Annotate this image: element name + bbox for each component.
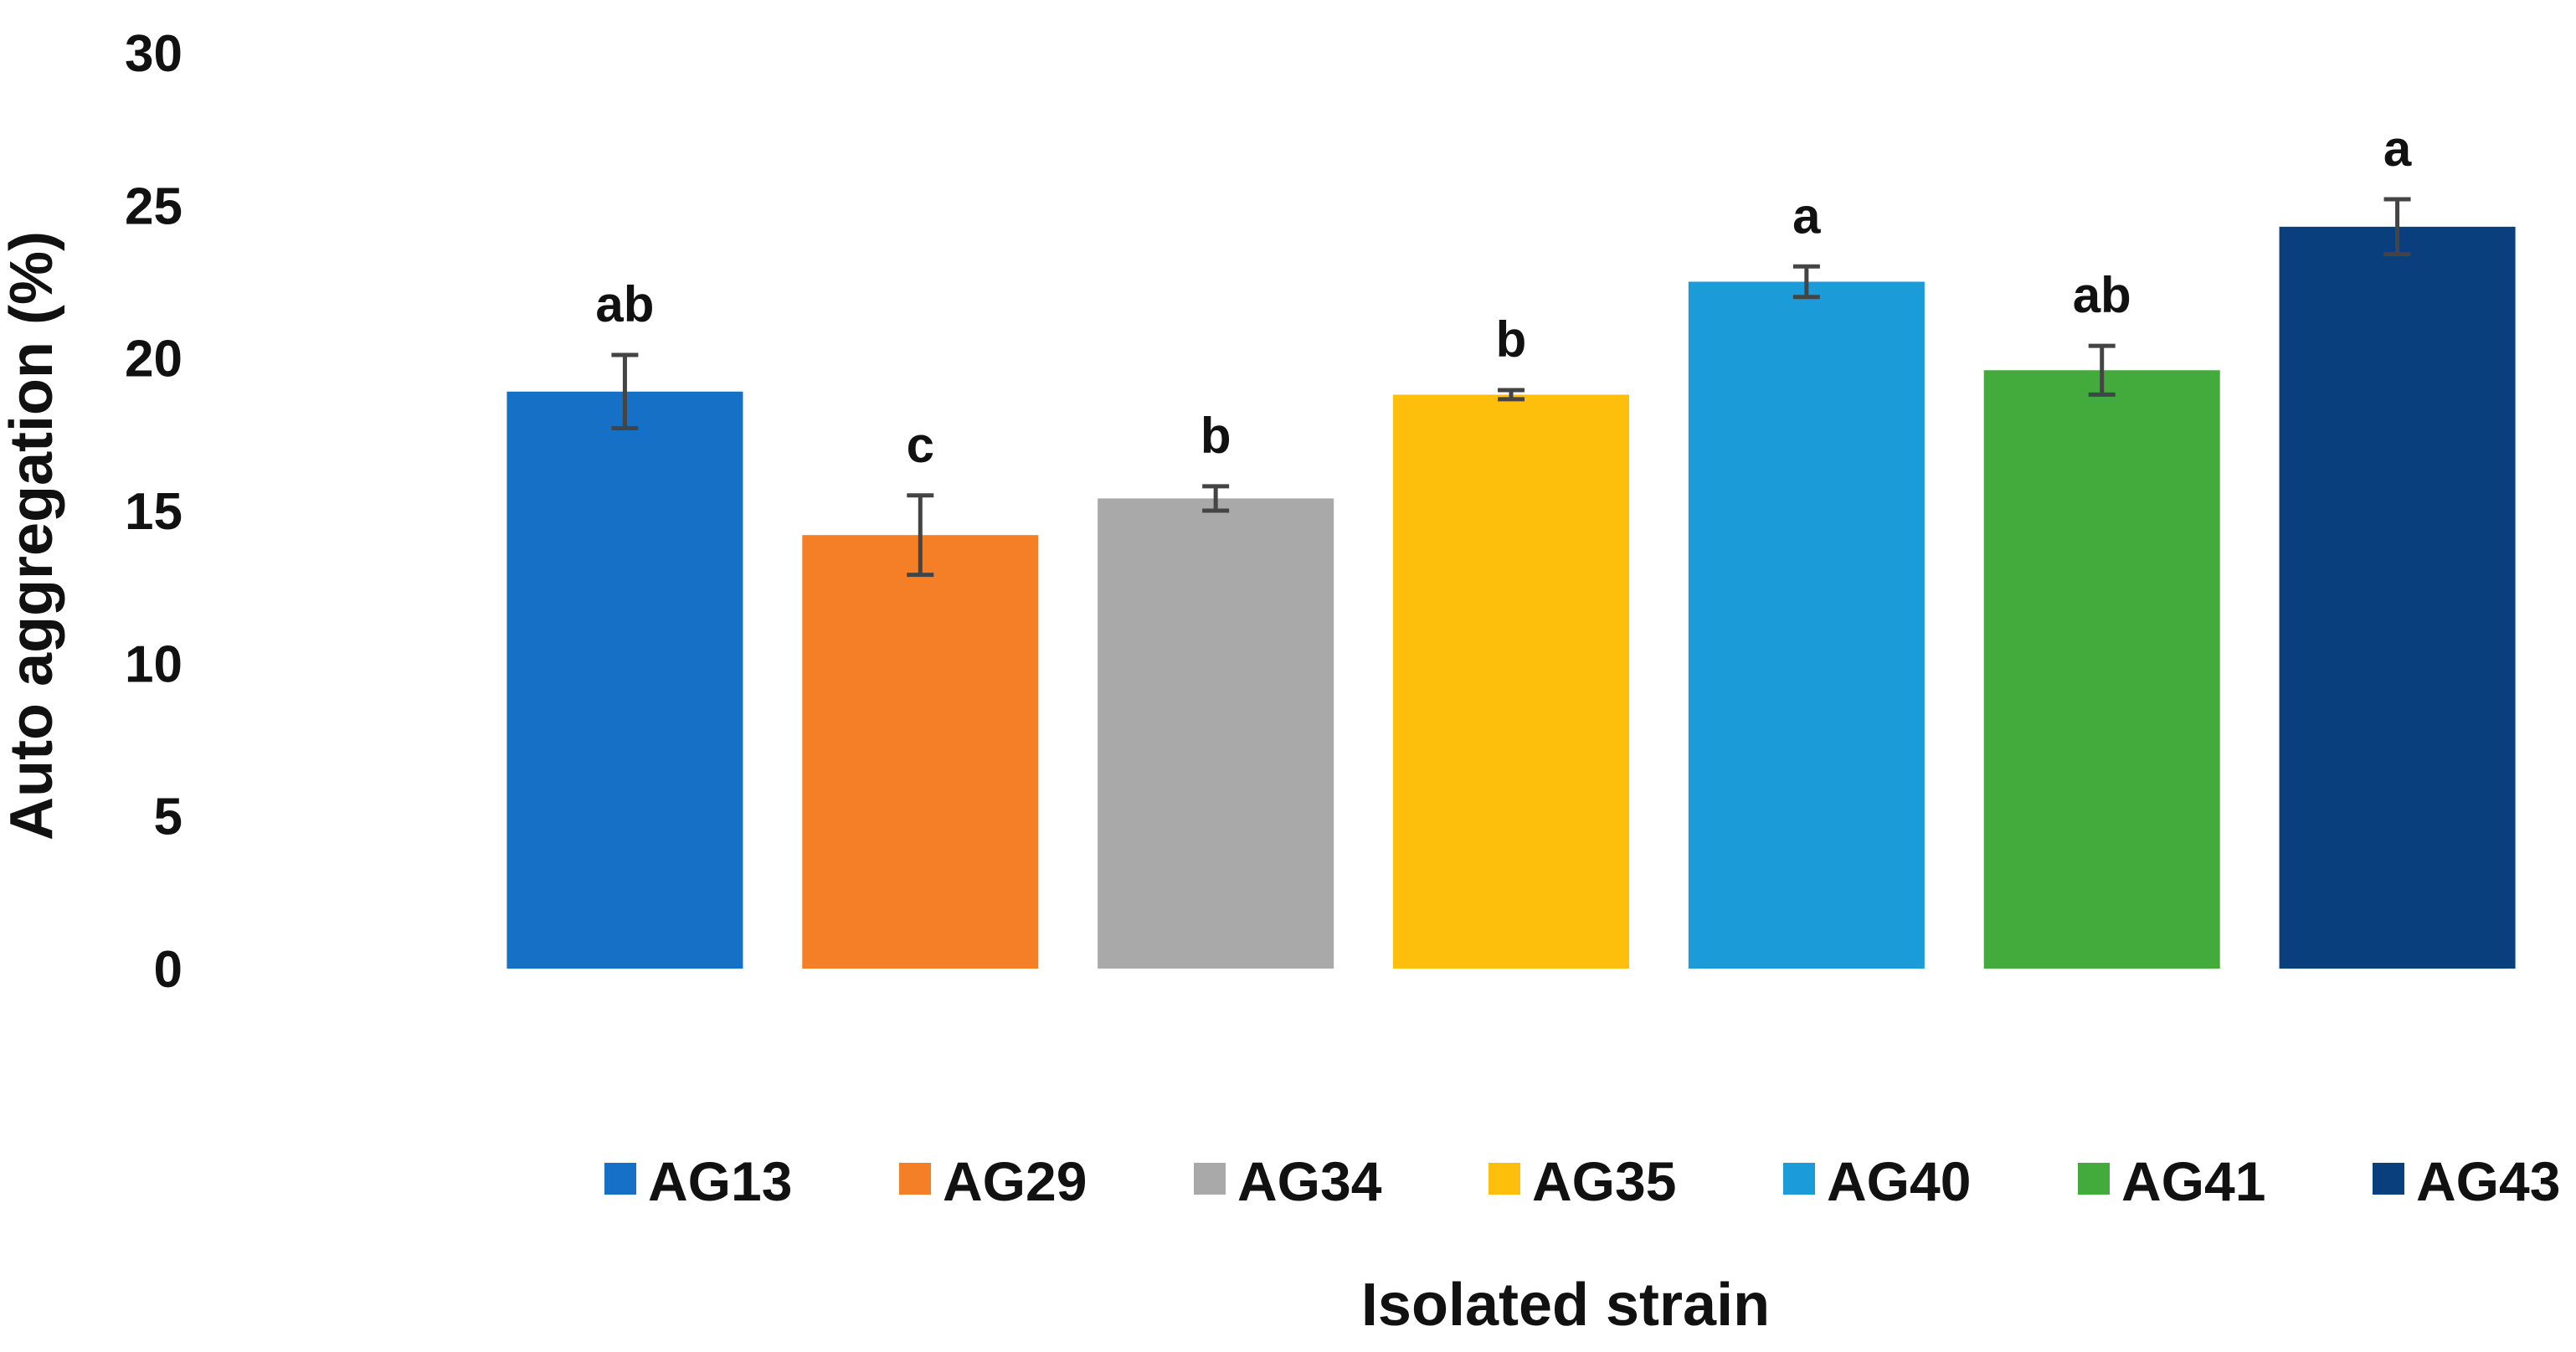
legend-label: AG35 bbox=[1532, 1150, 1676, 1212]
error-bar bbox=[1202, 484, 1230, 513]
legend-label: AG40 bbox=[1827, 1150, 1971, 1212]
bar bbox=[802, 535, 1039, 969]
legend-label: AG29 bbox=[943, 1150, 1087, 1212]
y-tick-label: 30 bbox=[125, 25, 183, 83]
bar bbox=[506, 391, 743, 969]
bars bbox=[506, 226, 2516, 969]
y-tick-label: 25 bbox=[125, 177, 183, 235]
legend-item: AG13 bbox=[604, 1150, 792, 1212]
legend-swatch bbox=[1783, 1163, 1815, 1195]
legend-swatch bbox=[1489, 1163, 1520, 1195]
legend-item: AG41 bbox=[2078, 1150, 2265, 1212]
significance-label: b bbox=[1496, 311, 1527, 368]
y-axis: 0 5 10 15 20 25 30 bbox=[125, 25, 183, 999]
bar bbox=[1393, 394, 1629, 969]
error-bar bbox=[907, 493, 934, 578]
error-bar bbox=[2383, 197, 2411, 257]
legend-swatch bbox=[899, 1163, 931, 1195]
legend-swatch bbox=[2078, 1163, 2110, 1195]
error-bar bbox=[611, 352, 639, 431]
y-tick-label: 20 bbox=[125, 331, 183, 388]
significance-label: b bbox=[1201, 408, 1231, 464]
y-tick-label: 10 bbox=[125, 635, 183, 693]
bar bbox=[1688, 281, 1925, 969]
legend-item: AG35 bbox=[1489, 1150, 1676, 1212]
significance-label: ab bbox=[2073, 267, 2131, 323]
error-bar bbox=[2088, 343, 2116, 397]
legend-label: AG13 bbox=[648, 1150, 792, 1212]
legend-swatch bbox=[2373, 1163, 2404, 1195]
error-bar bbox=[1498, 388, 1525, 402]
bar bbox=[1098, 498, 1334, 969]
y-tick-label: 15 bbox=[125, 483, 183, 541]
significance-label: c bbox=[907, 417, 934, 473]
legend-swatch bbox=[1194, 1163, 1226, 1195]
legend-swatch bbox=[604, 1163, 636, 1195]
x-axis-title: Isolated strain bbox=[1361, 1272, 1770, 1339]
significance-label: a bbox=[2383, 121, 2412, 177]
legend-item: AG29 bbox=[899, 1150, 1087, 1212]
error-bars bbox=[611, 197, 2411, 578]
legend: AG13 AG29 AG34 AG35 AG40 AG41 AG43 bbox=[604, 1150, 2560, 1212]
legend-item: AG40 bbox=[1783, 1150, 1971, 1212]
bar bbox=[2279, 226, 2516, 969]
bar bbox=[1983, 370, 2220, 969]
y-tick-label: 5 bbox=[154, 789, 183, 846]
y-axis-title: Auto aggregation (%) bbox=[0, 231, 65, 841]
legend-label: AG43 bbox=[2416, 1150, 2560, 1212]
error-bar bbox=[1792, 264, 1820, 300]
legend-label: AG41 bbox=[2121, 1150, 2265, 1212]
significance-label: ab bbox=[595, 276, 654, 332]
y-tick-label: 0 bbox=[154, 941, 183, 999]
legend-item: AG43 bbox=[2373, 1150, 2560, 1212]
significance-labels: ab c b b a ab a bbox=[595, 121, 2411, 473]
legend-item: AG34 bbox=[1194, 1150, 1382, 1212]
significance-label: a bbox=[1792, 188, 1821, 244]
legend-label: AG34 bbox=[1237, 1150, 1382, 1212]
